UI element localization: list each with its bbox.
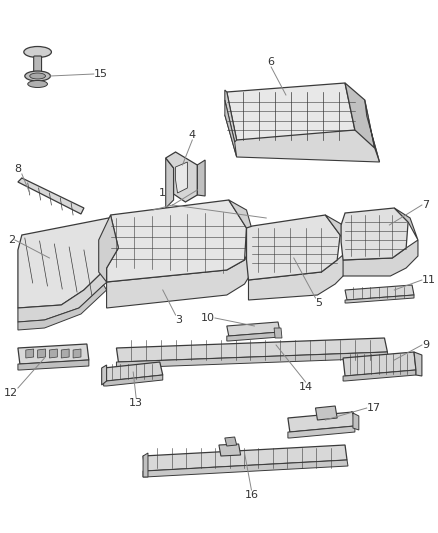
Polygon shape [61,349,69,358]
Polygon shape [343,240,418,276]
Ellipse shape [25,71,50,81]
Polygon shape [325,215,351,248]
Polygon shape [18,285,106,330]
Polygon shape [166,152,197,202]
Polygon shape [274,328,282,338]
Text: 10: 10 [201,313,215,323]
Polygon shape [341,208,408,260]
Polygon shape [343,352,416,376]
Polygon shape [49,349,57,358]
Polygon shape [109,218,120,255]
Polygon shape [26,349,34,358]
Polygon shape [343,370,416,381]
Text: 15: 15 [94,69,108,79]
Polygon shape [315,406,337,420]
Text: 12: 12 [4,388,18,398]
Polygon shape [18,178,84,214]
Polygon shape [117,352,389,368]
Text: 17: 17 [367,403,381,413]
Polygon shape [106,238,254,308]
Polygon shape [414,352,422,376]
Text: 16: 16 [244,490,258,500]
Polygon shape [225,115,380,162]
Polygon shape [166,158,173,208]
FancyBboxPatch shape [34,56,42,72]
Polygon shape [219,444,240,456]
Polygon shape [365,100,380,162]
Text: 1: 1 [159,188,166,198]
Text: 9: 9 [422,340,429,350]
Polygon shape [117,338,387,362]
Polygon shape [102,365,106,385]
Polygon shape [143,460,348,477]
Polygon shape [394,208,418,240]
Polygon shape [143,453,148,477]
Polygon shape [99,215,118,282]
Polygon shape [225,437,237,446]
Ellipse shape [28,80,47,87]
Polygon shape [225,90,237,142]
Text: 13: 13 [129,398,143,408]
Polygon shape [248,248,351,300]
Polygon shape [106,200,247,282]
Polygon shape [225,100,237,157]
Text: 7: 7 [422,200,429,210]
Polygon shape [345,295,414,303]
Polygon shape [288,426,355,438]
Text: 11: 11 [422,275,436,285]
Text: 2: 2 [8,235,15,245]
Text: 6: 6 [268,57,275,67]
Polygon shape [197,160,205,196]
Polygon shape [345,285,414,300]
Text: 4: 4 [189,130,196,140]
Polygon shape [104,375,163,386]
Polygon shape [351,412,359,430]
Polygon shape [18,218,118,308]
Polygon shape [288,412,355,432]
Polygon shape [73,349,81,358]
Text: 14: 14 [299,382,313,392]
Ellipse shape [30,73,46,79]
Text: 5: 5 [315,298,322,308]
Text: 3: 3 [176,315,183,325]
Polygon shape [229,200,254,238]
Polygon shape [18,344,89,364]
Polygon shape [143,445,347,471]
Polygon shape [18,255,120,322]
Polygon shape [227,83,355,140]
Polygon shape [176,162,187,193]
Polygon shape [227,332,280,341]
Polygon shape [247,215,340,280]
Text: 8: 8 [15,164,22,174]
Polygon shape [18,360,89,370]
Polygon shape [38,349,46,358]
Polygon shape [104,362,163,381]
Ellipse shape [24,46,51,58]
Polygon shape [227,322,280,336]
Polygon shape [345,83,374,148]
